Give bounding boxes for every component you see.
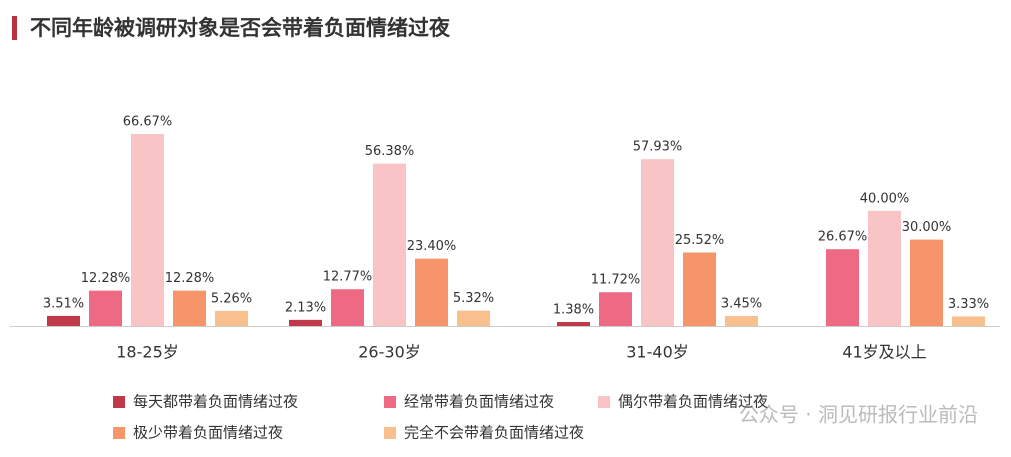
legend-swatch xyxy=(384,396,396,408)
legend-label: 偶尔带着负面情绪过夜 xyxy=(618,393,768,411)
legend-swatch xyxy=(384,427,396,439)
bar xyxy=(89,290,122,326)
data-label: 5.26% xyxy=(211,291,252,306)
bar xyxy=(457,310,490,326)
data-label: 3.33% xyxy=(948,297,989,312)
bar xyxy=(952,316,985,326)
x-tick-label: 31-40岁 xyxy=(626,343,689,362)
bar xyxy=(910,239,943,326)
bar xyxy=(131,134,164,326)
title-accent xyxy=(12,16,17,40)
bar xyxy=(725,316,758,326)
legend-swatch xyxy=(113,427,125,439)
bar xyxy=(215,310,248,326)
legend-label: 每天都带着负面情绪过夜 xyxy=(133,393,298,411)
bar xyxy=(47,315,80,326)
data-label: 66.67% xyxy=(123,115,173,130)
x-tick-label: 18-25岁 xyxy=(116,343,179,362)
data-label: 56.38% xyxy=(365,144,415,159)
bar xyxy=(868,210,901,326)
legend-label: 极少带着负面情绪过夜 xyxy=(133,424,283,442)
data-label: 3.51% xyxy=(43,296,84,311)
data-label: 23.40% xyxy=(407,239,457,254)
bar xyxy=(415,258,448,326)
bar xyxy=(599,292,632,326)
legend-swatch xyxy=(598,396,610,408)
bar xyxy=(289,319,322,326)
chart-title: 不同年龄被调研对象是否会带着负面情绪过夜 xyxy=(30,16,451,40)
data-label: 2.13% xyxy=(285,300,326,315)
data-label: 11.72% xyxy=(591,273,641,288)
data-label: 12.28% xyxy=(81,271,131,286)
bar xyxy=(826,249,859,326)
legend-label: 经常带着负面情绪过夜 xyxy=(404,393,554,411)
data-label: 26.67% xyxy=(818,230,868,245)
bar xyxy=(683,252,716,326)
watermark: 公众号 · 洞见研报行业前沿 xyxy=(739,403,978,427)
data-label: 25.52% xyxy=(675,233,725,248)
data-label: 12.28% xyxy=(165,271,215,286)
data-label: 57.93% xyxy=(633,140,683,155)
legend-label: 完全不会带着负面情绪过夜 xyxy=(404,424,584,442)
x-tick-label: 26-30岁 xyxy=(358,343,421,362)
data-label: 5.32% xyxy=(453,291,494,306)
data-label: 12.77% xyxy=(323,270,373,285)
data-label: 40.00% xyxy=(860,191,910,206)
bar xyxy=(373,163,406,326)
bar xyxy=(331,289,364,326)
data-label: 30.00% xyxy=(902,220,952,235)
data-label: 3.45% xyxy=(721,297,762,312)
x-tick-label: 41岁及以上 xyxy=(842,343,926,362)
data-label: 1.38% xyxy=(553,303,594,318)
legend-swatch xyxy=(113,396,125,408)
bar xyxy=(557,322,590,326)
bar xyxy=(173,290,206,326)
bar xyxy=(641,159,674,326)
